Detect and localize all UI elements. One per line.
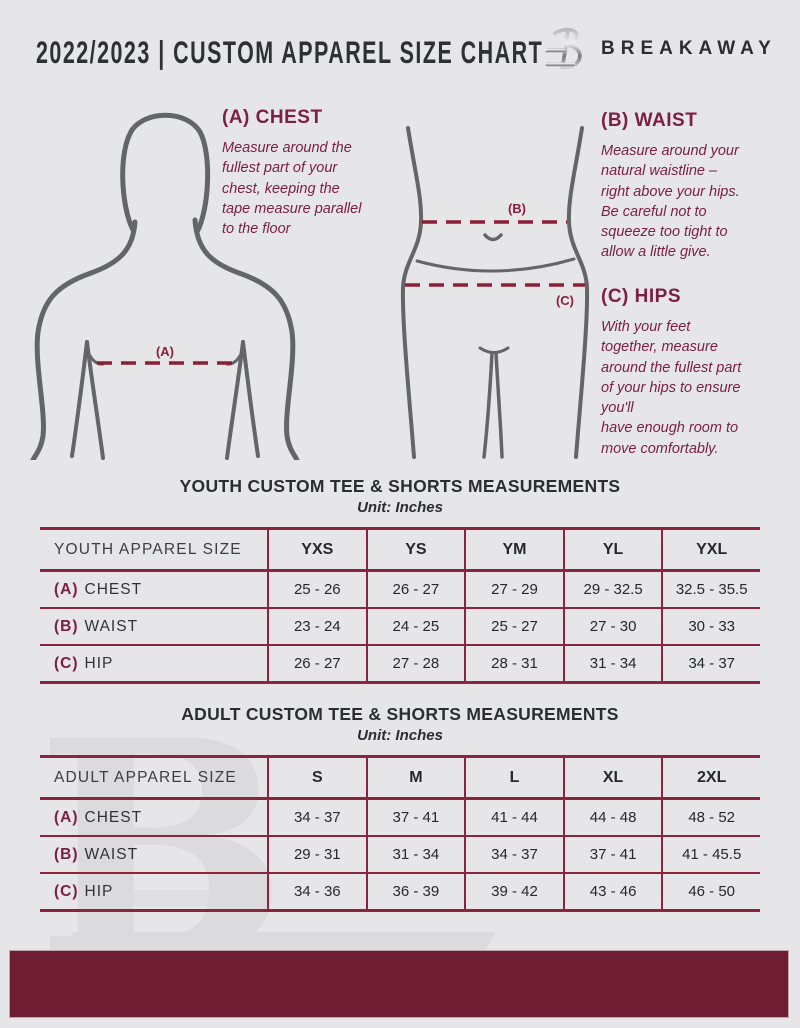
table-cell: 31 - 34: [562, 646, 662, 681]
column-header: S: [267, 758, 366, 797]
youth-size-table: YOUTH APPAREL SIZE YXS YS YM YL YXL (A) C…: [40, 527, 760, 684]
chest-measure-label: (A): [156, 344, 174, 359]
table-cell: 34 - 37: [464, 837, 563, 872]
column-header: L: [464, 758, 563, 797]
table-cell: 41 - 44: [464, 800, 563, 835]
row-label: WAIST: [84, 617, 139, 635]
table-cell: 28 - 31: [464, 646, 563, 681]
hips-measure-label: (C): [556, 293, 574, 308]
column-header: 2XL: [661, 758, 760, 797]
table-cell: 25 - 26: [267, 572, 366, 607]
column-header: YM: [464, 530, 563, 569]
table-cell: 41 - 45.5: [661, 837, 760, 872]
hips-section-body: With your feet together, measure around …: [601, 319, 742, 457]
table-cell: 30 - 33: [661, 609, 760, 644]
table-cell: 37 - 41: [562, 837, 662, 872]
row-label: CHEST: [84, 808, 143, 826]
chest-figure: (A): [30, 112, 300, 460]
table-cell: 27 - 29: [464, 572, 563, 607]
table-row: (A) CHEST 25 - 26 26 - 27 27 - 29 29 - 32…: [40, 572, 760, 609]
column-header: M: [365, 758, 465, 797]
table-row: (B) WAIST 29 - 31 31 - 34 34 - 37 37 - 41…: [40, 837, 760, 874]
table-cell: 36 - 39: [365, 874, 465, 909]
table-cell: 46 - 50: [661, 874, 760, 909]
table-cell: 26 - 27: [267, 646, 366, 681]
brand-name: BREAKAWAY: [601, 38, 777, 59]
page-title: 2022/2023 | CUSTOM APPAREL SIZE CHART: [36, 36, 544, 71]
table-cell: 24 - 25: [365, 609, 465, 644]
row-key: (B): [54, 617, 79, 635]
table-cell: 27 - 30: [562, 609, 662, 644]
column-header: YXS: [267, 530, 366, 569]
table-row: (A) CHEST 34 - 37 37 - 41 41 - 44 44 - 48…: [40, 800, 760, 837]
table-row: (C) HIP 34 - 36 36 - 39 39 - 42 43 - 46 4…: [40, 874, 760, 912]
table-cell: 32.5 - 35.5: [661, 572, 760, 607]
waist-measure-label: (B): [508, 201, 526, 216]
row-key: (C): [54, 882, 79, 900]
row-label: HIP: [84, 654, 114, 672]
adult-table-unit: Unit: Inches: [357, 727, 443, 744]
adult-size-table: ADULT APPAREL SIZE S M L XL 2XL (A) CHEST…: [40, 755, 760, 912]
table-cell: 27 - 28: [365, 646, 465, 681]
table-cell: 44 - 48: [562, 800, 662, 835]
table-cell: 43 - 46: [562, 874, 662, 909]
table-row: (C) HIP 26 - 27 27 - 28 28 - 31 31 - 34 3…: [40, 646, 760, 684]
hips-section-heading: (C) HIPS: [601, 286, 681, 307]
table-cell: 26 - 27: [365, 572, 465, 607]
row-key: (C): [54, 654, 79, 672]
table-cell: 48 - 52: [661, 800, 760, 835]
waist-section-heading: (B) WAIST: [601, 110, 698, 131]
breakaway-logo-icon: [545, 27, 582, 70]
table-cell: 34 - 37: [661, 646, 760, 681]
column-header: YS: [365, 530, 465, 569]
table-cell: 29 - 31: [267, 837, 366, 872]
column-header: YXL: [661, 530, 760, 569]
row-key: (A): [54, 580, 79, 598]
chest-section-body: Measure around the fullest part of your …: [222, 140, 362, 238]
table-cell: 25 - 27: [464, 609, 563, 644]
youth-table-title: YOUTH CUSTOM TEE & SHORTS MEASUREMENTS: [179, 476, 621, 496]
table-row: (B) WAIST 23 - 24 24 - 25 25 - 27 27 - 30…: [40, 609, 760, 646]
column-header: ADULT APPAREL SIZE: [54, 768, 237, 786]
footer-bar: [10, 951, 788, 1017]
row-label: HIP: [84, 882, 114, 900]
adult-header-row: ADULT APPAREL SIZE S M L XL 2XL: [40, 758, 760, 800]
waist-section-body: Measure around your natural waistline – …: [601, 143, 740, 261]
brand-lockup: BREAKAWAY: [543, 24, 777, 74]
table-cell: 23 - 24: [267, 609, 366, 644]
row-label: WAIST: [84, 845, 139, 863]
column-header: YOUTH APPAREL SIZE: [54, 540, 242, 558]
table-cell: 37 - 41: [365, 800, 465, 835]
table-cell: 31 - 34: [365, 837, 465, 872]
row-label: CHEST: [84, 580, 143, 598]
row-key: (A): [54, 808, 79, 826]
row-key: (B): [54, 845, 79, 863]
chest-section-heading: (A) CHEST: [222, 107, 323, 128]
table-cell: 34 - 36: [267, 874, 366, 909]
table-cell: 39 - 42: [464, 874, 563, 909]
column-header: XL: [562, 758, 662, 797]
table-cell: 34 - 37: [267, 800, 366, 835]
youth-table-unit: Unit: Inches: [357, 499, 443, 516]
column-header: YL: [562, 530, 662, 569]
waist-hips-figure: (B) (C): [400, 126, 590, 459]
table-cell: 29 - 32.5: [562, 572, 662, 607]
adult-table-title: ADULT CUSTOM TEE & SHORTS MEASUREMENTS: [181, 704, 619, 724]
youth-header-row: YOUTH APPAREL SIZE YXS YS YM YL YXL: [40, 530, 760, 572]
